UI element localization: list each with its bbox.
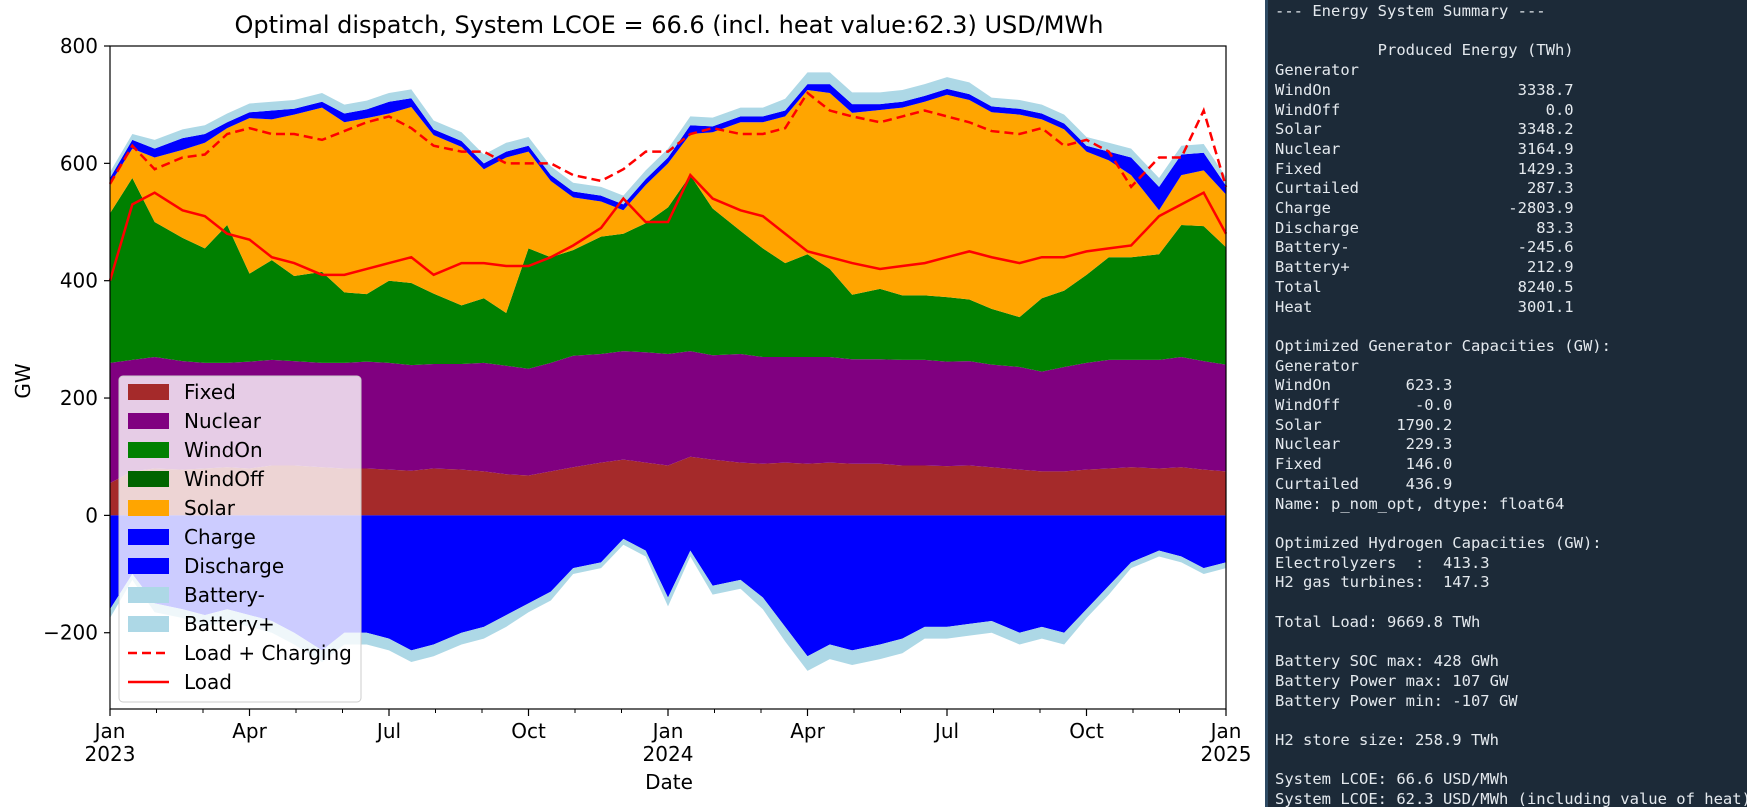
- x-tick-year-label: 2025: [1201, 742, 1252, 766]
- x-tick-year-label: 2024: [643, 742, 694, 766]
- summary-line: System LCOE: 66.6 USD/MWh: [1275, 770, 1509, 789]
- x-tick-label: Apr: [232, 719, 267, 743]
- summary-line: H2 store size: 258.9 TWh: [1275, 730, 1499, 749]
- summary-line: --- Energy System Summary ---: [1275, 2, 1546, 20]
- summary-line: Battery Power max: 107 GW: [1275, 671, 1509, 690]
- y-tick-label: 800: [60, 34, 98, 58]
- legend-label-discharge: Discharge: [184, 554, 284, 578]
- summary-line: Electrolyzers : 413.3: [1275, 553, 1490, 572]
- legend-label-windoff: WindOff: [184, 467, 265, 491]
- legend-swatch-windon: [128, 442, 169, 458]
- x-tick-label: Jul: [933, 719, 959, 743]
- summary-line: Curtailed 436.9: [1275, 474, 1453, 493]
- summary-line: Battery SOC max: 428 GWh: [1275, 652, 1499, 671]
- area-batteryminus: [110, 538, 1226, 671]
- plot-area: [108, 72, 1228, 671]
- summary-line: Solar 1790.2: [1275, 415, 1453, 434]
- area-solar: [110, 90, 1226, 318]
- summary-line: Nuclear 3164.9: [1275, 139, 1574, 158]
- legend-label-batteryminus: Battery-: [184, 583, 265, 607]
- summary-line: WindOn 3338.7: [1275, 80, 1574, 99]
- legend: Fixed Nuclear WindOn WindOff Solar Charge Disc…: [118, 375, 362, 703]
- legend-swatch-charge: [128, 529, 169, 545]
- x-tick-year-label: 2023: [85, 742, 136, 766]
- area-nuclear: [110, 351, 1226, 484]
- summary-line: Charge -2803.9: [1275, 199, 1574, 217]
- summary-line: Optimized Generator Capacities (GW):: [1275, 336, 1611, 355]
- summary-line: Battery+ 212.9: [1275, 258, 1574, 277]
- y-tick-label: 400: [60, 269, 98, 293]
- y-tick-label: 0: [85, 503, 98, 527]
- x-tick-label: Jul: [375, 719, 401, 743]
- dispatch-chart: Optimal dispatch, System LCOE = 66.6 (in…: [11, 11, 1251, 794]
- summary-line: Fixed 146.0: [1275, 455, 1453, 474]
- summary-line: Solar 3348.2: [1275, 120, 1574, 139]
- legend-swatch-batteryminus: [128, 587, 169, 603]
- summary-line: WindOff -0.0: [1275, 396, 1453, 414]
- x-axis-label: Date: [645, 770, 693, 794]
- legend-swatch-fixed: [128, 384, 169, 400]
- x-tick-label: Oct: [1069, 719, 1104, 743]
- line-load-plus-charging: [108, 91, 1228, 189]
- legend-label-nuclear: Nuclear: [184, 409, 262, 433]
- line-load: [108, 172, 1228, 282]
- summary-line: WindOff 0.0: [1275, 100, 1574, 119]
- legend-label-windon: WindOn: [184, 438, 263, 462]
- legend-swatch-solar: [128, 500, 169, 516]
- summary-line: Battery Power min: -107 GW: [1275, 691, 1518, 710]
- x-tick-label: Jan: [651, 719, 684, 743]
- legend-swatch-discharge: [128, 558, 169, 574]
- summary-line: System LCOE: 62.3 USD/MWh (including val…: [1275, 790, 1747, 807]
- energy-summary-panel: --- Energy System Summary --- Produced E…: [1265, 0, 1747, 807]
- x-tick-label: Apr: [790, 719, 825, 743]
- legend-swatch-nuclear: [128, 413, 169, 429]
- area-charge: [110, 515, 1226, 657]
- y-axis-label: GW: [11, 363, 35, 398]
- legend-swatch-windoff: [128, 471, 169, 487]
- x-tick-label: Oct: [511, 719, 546, 743]
- legend-label-load-plus-charging: Load + Charging: [184, 641, 352, 665]
- summary-line: Generator: [1275, 61, 1359, 80]
- summary-line: Total Load: 9669.8 TWh: [1275, 612, 1481, 631]
- area-fixed: [110, 456, 1226, 516]
- summary-line: WindOn 623.3: [1275, 376, 1453, 395]
- y-tick-label: 600: [60, 151, 98, 175]
- x-tick-label: Jan: [93, 719, 126, 743]
- legend-box: [118, 375, 362, 703]
- legend-label-solar: Solar: [184, 496, 236, 520]
- summary-line: H2 gas turbines: 147.3: [1275, 573, 1490, 592]
- legend-swatch-batteryplus: [128, 616, 169, 632]
- summary-line: Optimized Hydrogen Capacities (GW):: [1275, 533, 1602, 552]
- y-tick-label: −200: [43, 621, 98, 645]
- summary-line: Nuclear 229.3: [1275, 435, 1453, 454]
- area-windon: [110, 175, 1226, 372]
- legend-label-load: Load: [184, 670, 232, 694]
- legend-label-fixed: Fixed: [184, 380, 236, 404]
- summary-line: Fixed 1429.3: [1275, 159, 1574, 178]
- x-tick-label: Jan: [1209, 719, 1242, 743]
- legend-label-batteryplus: Battery+: [184, 612, 275, 636]
- summary-line: Total 8240.5: [1275, 277, 1574, 296]
- summary-line: Heat 3001.1: [1275, 297, 1574, 316]
- y-tick-label: 200: [60, 386, 98, 410]
- legend-label-charge: Charge: [184, 525, 256, 549]
- summary-line: Battery- -245.6: [1275, 238, 1574, 257]
- summary-line: Curtailed 287.3: [1275, 179, 1574, 198]
- chart-title: Optimal dispatch, System LCOE = 66.6 (in…: [235, 11, 1104, 39]
- summary-line: Generator: [1275, 356, 1359, 375]
- summary-line: Discharge 83.3: [1275, 218, 1574, 237]
- summary-line: Name: p_nom_opt, dtype: float64: [1275, 494, 1565, 513]
- summary-line: Produced Energy (TWh): [1275, 41, 1574, 60]
